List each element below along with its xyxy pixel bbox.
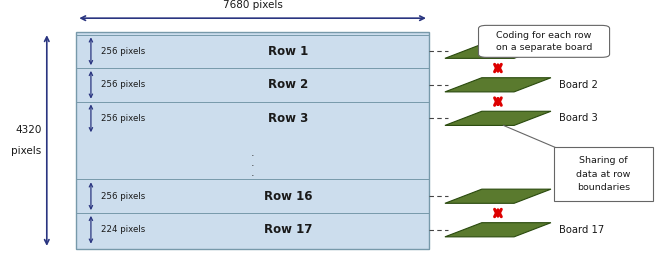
Text: pixels: pixels: [11, 146, 42, 156]
Text: 256 pixels: 256 pixels: [101, 192, 145, 201]
FancyBboxPatch shape: [554, 147, 653, 201]
Text: Coding for each row
on a separate board: Coding for each row on a separate board: [496, 31, 592, 52]
Text: Row 17: Row 17: [263, 223, 312, 236]
Bar: [77, 32, 429, 249]
Text: ·
·
·: · · ·: [251, 151, 254, 181]
Text: Board 2: Board 2: [559, 80, 598, 90]
Polygon shape: [445, 111, 551, 126]
FancyBboxPatch shape: [478, 25, 610, 57]
Text: 7680 pixels: 7680 pixels: [222, 1, 282, 11]
Polygon shape: [445, 189, 551, 203]
Text: Row 1: Row 1: [268, 45, 308, 58]
Text: Board 17: Board 17: [559, 225, 604, 235]
Polygon shape: [445, 78, 551, 92]
Polygon shape: [491, 42, 544, 54]
Text: Board 1: Board 1: [559, 46, 598, 56]
Polygon shape: [445, 44, 551, 58]
Text: 224 pixels: 224 pixels: [101, 225, 145, 234]
Text: Sharing of
data at row
boundaries: Sharing of data at row boundaries: [576, 156, 630, 192]
Polygon shape: [445, 223, 551, 237]
Text: Board 16: Board 16: [559, 191, 604, 201]
Text: Row 16: Row 16: [263, 190, 312, 203]
Text: 256 pixels: 256 pixels: [101, 80, 145, 89]
Text: 256 pixels: 256 pixels: [101, 47, 145, 56]
Text: 4320: 4320: [15, 125, 42, 135]
Text: Row 3: Row 3: [268, 112, 308, 125]
Text: 256 pixels: 256 pixels: [101, 114, 145, 123]
Text: Board 3: Board 3: [559, 113, 597, 123]
Text: Row 2: Row 2: [268, 78, 308, 91]
